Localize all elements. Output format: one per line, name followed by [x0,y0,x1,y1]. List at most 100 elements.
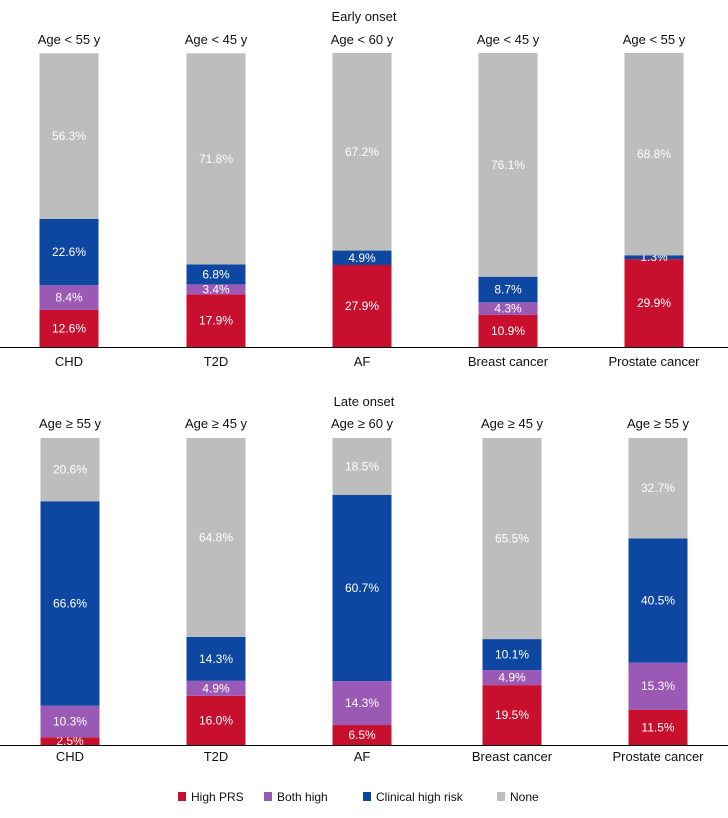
bar-segment [39,285,99,310]
data-label: 19.5% [495,708,529,722]
bar-segment [628,438,688,539]
bar-segment [332,494,392,682]
category-label: Breast cancer [468,354,549,369]
column-header: Age ≥ 55 y [39,416,102,431]
data-label: 17.9% [199,314,233,328]
bar-segment [624,255,684,260]
legend-label: None [510,790,539,804]
category-label: AF [354,354,371,369]
data-label: 27.9% [345,299,379,313]
bar-segment [186,284,246,295]
legend-swatch [264,792,272,801]
data-label: 10.1% [495,648,529,662]
bar-segment [40,737,100,745]
data-label: 68.8% [637,147,671,161]
bar-segment [482,438,542,640]
bar-segment [482,685,542,745]
column-header: Age ≥ 55 y [627,416,690,431]
bar-segment [40,501,100,706]
bar-segment [478,314,538,347]
bar-segment [39,218,99,286]
data-label: 18.5% [345,459,379,473]
data-label: 6.8% [202,267,230,281]
data-label: 10.9% [491,324,525,338]
column-header: Age < 60 y [331,32,394,47]
category-label: Prostate cancer [612,749,704,764]
data-label: 20.6% [53,463,87,477]
category-label: Breast cancer [472,749,553,764]
bar-segment [186,636,246,681]
bar-segment [40,705,100,738]
bar-segment [186,680,246,696]
data-label: 66.6% [53,596,87,610]
data-label: 12.6% [52,321,86,335]
legend-label: Both high [277,790,328,804]
bar-segment [482,670,542,686]
legend-swatch [363,792,371,801]
bar-segment [39,53,99,219]
category-label: T2D [204,749,229,764]
bar-segment [478,302,538,315]
bar-segment [186,294,246,347]
category-label: CHD [56,749,84,764]
column-header: Age ≥ 45 y [481,416,544,431]
data-label: 10.3% [53,715,87,729]
data-label: 67.2% [345,145,379,159]
column-header: Age < 45 y [185,32,248,47]
column-header: Age ≥ 60 y [331,416,394,431]
data-label: 4.3% [494,302,522,316]
bar-segment [624,259,684,347]
legend-label: Clinical high risk [376,790,464,804]
data-label: 11.5% [641,720,674,734]
bar-segment [332,725,392,745]
legend-swatch [178,792,186,801]
bar-segment [478,276,538,303]
bar-segment [478,53,538,277]
bar-segment [332,250,392,265]
bar-segment [332,53,392,251]
column-header: Age < 55 y [38,32,101,47]
panel-title: Late onset [334,394,395,409]
data-label: 71.8% [199,152,233,166]
data-label: 29.9% [637,296,671,310]
bar-segment [40,438,100,502]
data-label: 16.0% [199,713,233,727]
data-label: 4.9% [202,681,230,695]
bar-segment [482,639,542,671]
bar-segment [186,264,246,285]
bar-segment [628,662,688,710]
data-label: 76.1% [491,158,525,172]
data-label: 40.5% [641,594,675,608]
data-label: 4.9% [348,251,376,265]
bar-segment [332,438,392,495]
bar-segment [624,53,684,256]
data-label: 4.9% [498,671,526,685]
column-header: Age < 55 y [623,32,686,47]
data-label: 14.3% [199,652,233,666]
legend-swatch [497,792,505,801]
data-label: 56.3% [52,129,86,143]
data-label: 14.3% [345,696,379,710]
data-label: 15.3% [641,679,675,693]
bar-segment [332,681,392,726]
data-label: 32.7% [641,481,675,495]
bar-segment [186,695,246,745]
legend-label: High PRS [191,790,244,804]
data-label: 60.7% [345,581,379,595]
data-label: 65.5% [495,532,529,546]
bar-segment [186,438,246,637]
bar-segment [332,264,392,347]
category-label: T2D [204,354,229,369]
bar-segment [186,53,246,265]
column-header: Age ≥ 45 y [185,416,248,431]
panel-title: Early onset [331,9,396,24]
data-label: 2.5% [56,734,84,748]
data-label: 64.8% [199,530,233,544]
data-label: 8.4% [55,291,83,305]
category-label: CHD [55,354,83,369]
data-label: 22.6% [52,245,86,259]
bar-segment [628,538,688,663]
data-label: 3.4% [202,282,230,296]
data-label: 6.5% [348,728,376,742]
